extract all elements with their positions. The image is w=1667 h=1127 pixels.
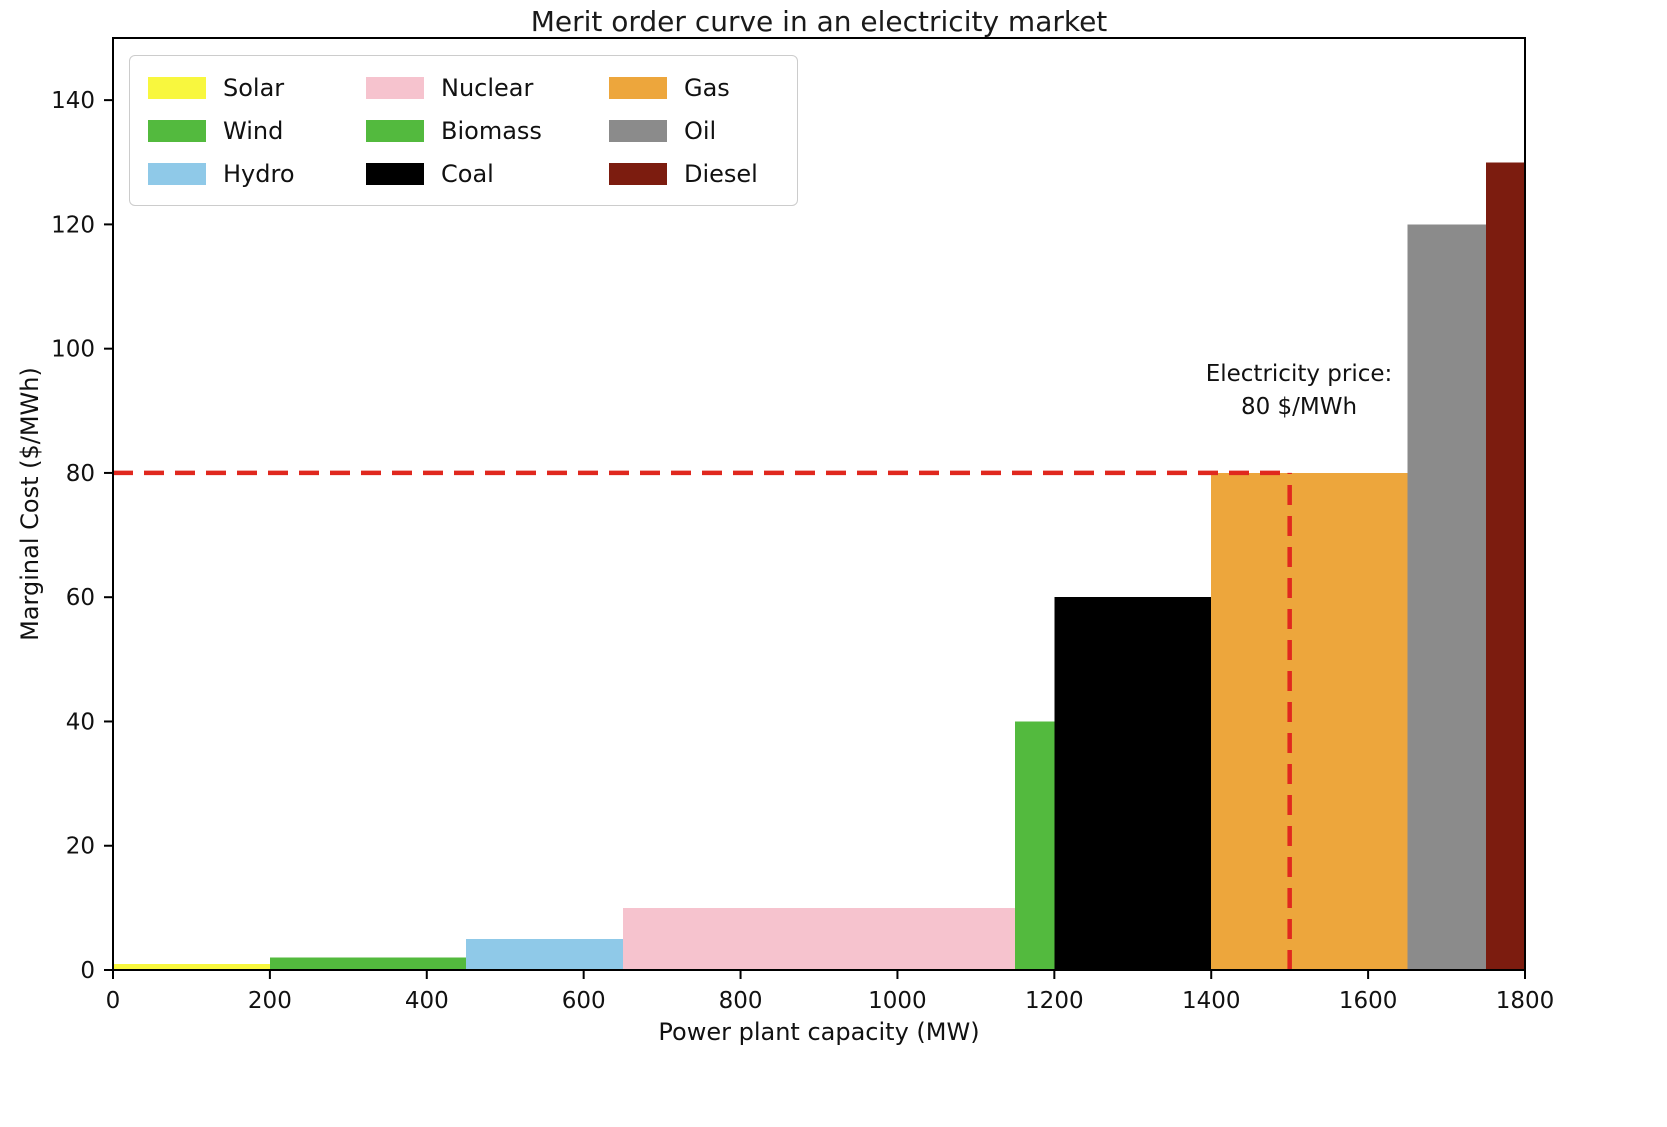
legend-item-diesel: Diesel bbox=[609, 160, 779, 188]
y-tick-label: 120 bbox=[51, 212, 95, 238]
bar-oil bbox=[1407, 224, 1486, 970]
legend-swatch-biomass bbox=[366, 119, 424, 142]
legend-item-gas: Gas bbox=[609, 74, 779, 102]
legend-item-solar: Solar bbox=[148, 74, 366, 102]
axes-frame bbox=[112, 37, 1526, 971]
bar-biomass bbox=[1015, 721, 1055, 970]
chart-title: Merit order curve in an electricity mark… bbox=[530, 5, 1108, 38]
bar-hydro bbox=[466, 938, 623, 970]
legend-item-wind: Wind bbox=[148, 117, 366, 145]
y-tick-label: 100 bbox=[51, 337, 95, 363]
price-annotation-line2: 80 $/MWh bbox=[1240, 394, 1358, 420]
legend-item-hydro: Hydro bbox=[148, 160, 366, 188]
legend-item-nuclear: Nuclear bbox=[366, 74, 609, 102]
legend-label-nuclear: Nuclear bbox=[441, 73, 534, 102]
y-tick-label: 80 bbox=[66, 461, 95, 487]
bar-diesel bbox=[1485, 162, 1525, 970]
x-tick-label: 1600 bbox=[1339, 988, 1398, 1014]
x-tick-label: 1400 bbox=[1182, 988, 1241, 1014]
legend-swatch-coal bbox=[366, 162, 424, 185]
legend-label-gas: Gas bbox=[684, 73, 730, 102]
x-tick-label: 200 bbox=[248, 988, 292, 1014]
x-axis-label: Power plant capacity (MW) bbox=[658, 1018, 980, 1046]
legend-swatch-solar bbox=[148, 76, 206, 99]
x-tick-label: 1000 bbox=[868, 988, 927, 1014]
legend-label-coal: Coal bbox=[441, 159, 494, 188]
y-tick-label: 0 bbox=[80, 958, 95, 984]
legend-item-coal: Coal bbox=[366, 160, 609, 188]
y-tick-label: 20 bbox=[66, 834, 95, 860]
legend-item-biomass: Biomass bbox=[366, 117, 609, 145]
x-tick-label: 1800 bbox=[1496, 988, 1555, 1014]
legend-item-oil: Oil bbox=[609, 117, 779, 145]
bar-gas bbox=[1211, 472, 1408, 970]
legend-label-biomass: Biomass bbox=[441, 116, 542, 145]
y-tick-label: 40 bbox=[66, 709, 95, 735]
bar-solar bbox=[113, 963, 270, 970]
legend-swatch-gas bbox=[609, 76, 667, 99]
legend-label-diesel: Diesel bbox=[684, 159, 758, 188]
legend-swatch-oil bbox=[609, 119, 667, 142]
x-tick-label: 600 bbox=[562, 988, 606, 1014]
bar-wind bbox=[269, 957, 466, 970]
bar-nuclear bbox=[622, 907, 1016, 970]
legend-label-hydro: Hydro bbox=[223, 159, 295, 188]
legend-label-wind: Wind bbox=[223, 116, 284, 145]
bar-coal bbox=[1054, 597, 1212, 970]
price-annotation: Electricity price: 80 $/MWh bbox=[1206, 358, 1393, 424]
legend-swatch-diesel bbox=[609, 162, 667, 185]
legend-swatch-hydro bbox=[148, 162, 206, 185]
x-tick-label: 400 bbox=[405, 988, 449, 1014]
x-tick-label: 1200 bbox=[1025, 988, 1084, 1014]
y-tick-label: 140 bbox=[51, 88, 95, 114]
legend-swatch-nuclear bbox=[366, 76, 424, 99]
price-annotation-line1: Electricity price: bbox=[1205, 361, 1393, 387]
legend: Solar Wind Hydro Nuclear Biomass Coal Gas Oil Di… bbox=[129, 55, 798, 206]
legend-label-oil: Oil bbox=[684, 116, 717, 145]
legend-label-solar: Solar bbox=[223, 73, 285, 102]
x-tick-label: 0 bbox=[106, 988, 121, 1014]
x-tick-label: 800 bbox=[719, 988, 763, 1014]
y-tick-label: 60 bbox=[66, 585, 95, 611]
legend-swatch-wind bbox=[148, 119, 206, 142]
